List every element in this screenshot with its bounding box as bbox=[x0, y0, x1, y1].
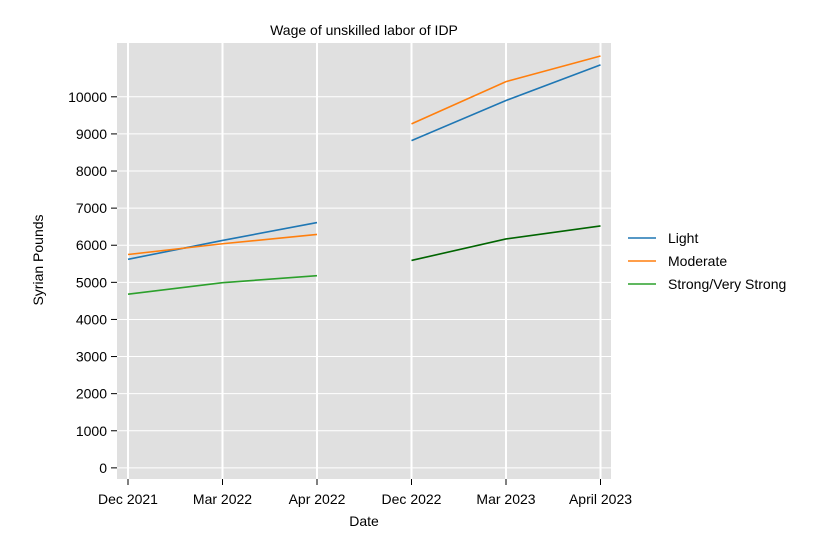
series-line-moderate bbox=[127, 233, 318, 256]
y-tick-label: 4000 bbox=[76, 311, 107, 327]
chart-title: Wage of unskilled labor of IDP bbox=[270, 22, 458, 38]
x-axis-label: Date bbox=[349, 513, 379, 529]
series-line-strong-very-strong bbox=[127, 274, 318, 296]
series-line-light bbox=[127, 221, 318, 261]
x-tick-label: Mar 2023 bbox=[476, 491, 535, 507]
y-tick-label: 0 bbox=[99, 460, 107, 476]
legend-label: Light bbox=[668, 230, 698, 246]
x-tick-label: Dec 2021 bbox=[98, 491, 158, 507]
legend: Light Moderate Strong/Very Strong bbox=[628, 230, 786, 292]
y-tick-label: 8000 bbox=[76, 163, 107, 179]
y-tick-label: 7000 bbox=[76, 200, 107, 216]
x-tick-label: Apr 2022 bbox=[289, 491, 346, 507]
y-tick-label: 10000 bbox=[68, 89, 107, 105]
legend-label: Moderate bbox=[668, 253, 727, 269]
gridlines bbox=[117, 43, 611, 479]
y-tick-label: 2000 bbox=[76, 386, 107, 402]
y-axis-label: Syrian Pounds bbox=[30, 214, 46, 305]
y-tick-label: 9000 bbox=[76, 126, 107, 142]
series-line-moderate bbox=[411, 55, 601, 125]
y-tick-label: 1000 bbox=[76, 423, 107, 439]
x-tick-label: April 2023 bbox=[569, 491, 632, 507]
y-tick-label: 3000 bbox=[76, 349, 107, 365]
x-tick-label: Mar 2022 bbox=[193, 491, 252, 507]
series-line-light bbox=[411, 64, 601, 142]
series-lines bbox=[127, 55, 601, 296]
y-tick-label: 6000 bbox=[76, 237, 107, 253]
plot-area bbox=[117, 43, 611, 479]
axes: 0 1000 2000 3000 4000 5000 6000 7000 8000 9000 100… bbox=[68, 89, 632, 507]
x-tick-label: Dec 2022 bbox=[382, 491, 442, 507]
y-tick-label: 5000 bbox=[76, 274, 107, 290]
series-line-strong-very-strong bbox=[411, 225, 601, 262]
legend-label: Strong/Very Strong bbox=[668, 276, 786, 292]
